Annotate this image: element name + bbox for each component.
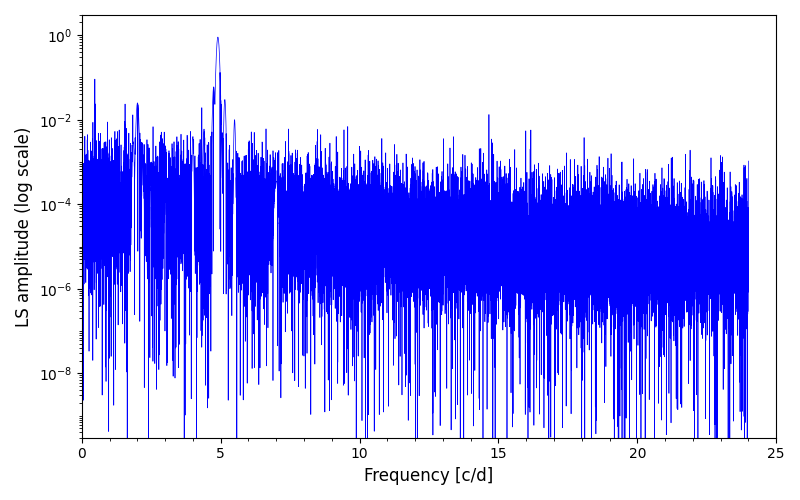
Y-axis label: LS amplitude (log scale): LS amplitude (log scale)	[15, 126, 33, 326]
X-axis label: Frequency [c/d]: Frequency [c/d]	[364, 467, 494, 485]
